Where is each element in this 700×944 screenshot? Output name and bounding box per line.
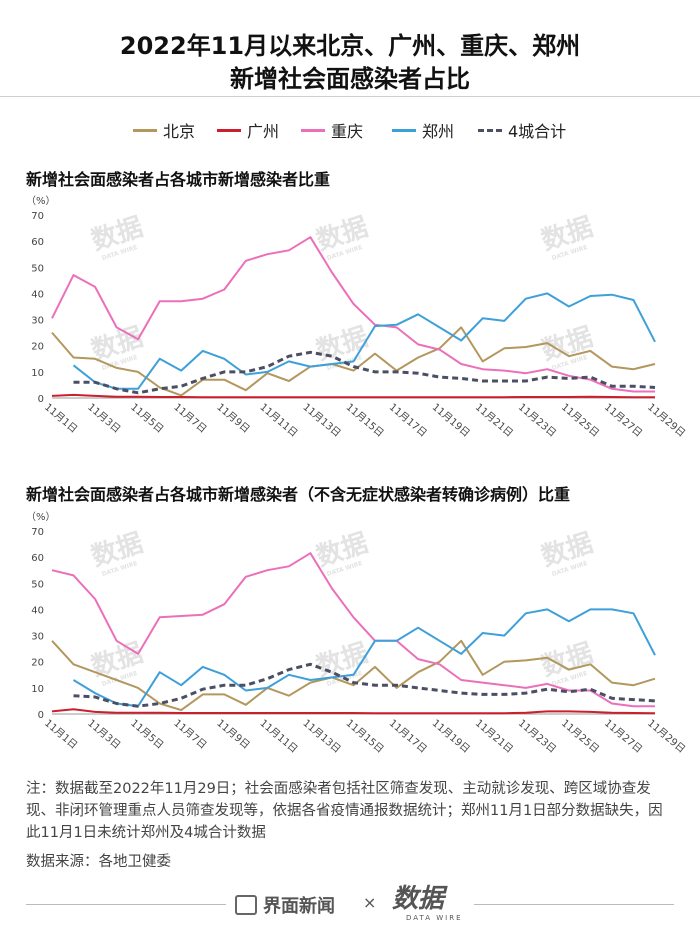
x-tick-label: 11月5日: [128, 401, 166, 435]
jiemian-label: 界面新闻: [263, 896, 335, 917]
series-line-北京: [51, 639, 656, 712]
chart1-title: 新增社会面感染者占各城市新增感染者比重: [26, 170, 331, 189]
y-tick-label: 20: [31, 342, 44, 353]
datawire-label: 数据: [392, 884, 445, 914]
x-tick-label: 11月13日: [301, 717, 344, 755]
times-symbol: ×: [363, 893, 377, 912]
legend-label: 重庆: [331, 122, 364, 141]
series-line-郑州: [72, 292, 656, 390]
x-tick-label: 11月21日: [473, 401, 516, 439]
footnote: 注：数据截至2022年11月29日；社会面感染者包括社区筛查发现、主动就诊发现、…: [26, 781, 663, 841]
y-tick-label: 50: [31, 263, 44, 274]
x-tick-label: 11月9日: [214, 401, 252, 435]
y-tick-label: 60: [31, 553, 44, 564]
series-line-4城合计: [73, 662, 656, 708]
legend-swatch: [392, 128, 416, 132]
series-line-重庆: [51, 236, 655, 393]
page-title-line1: 2022年11月以来北京、广州、重庆、郑州: [119, 32, 581, 60]
legend-label: 北京: [163, 122, 196, 141]
x-tick-label: 11月21日: [473, 717, 516, 755]
y-tick-label: 10: [31, 684, 44, 695]
legend: 北京 广州 重庆 郑州 4城合计: [0, 118, 700, 142]
legend-item-chongqing: 重庆: [301, 118, 363, 142]
legend-item-total: 4城合计: [478, 118, 566, 142]
legend-label: 4城合计: [508, 122, 567, 141]
page-title-line2: 新增社会面感染者占比: [230, 65, 470, 93]
legend-label: 郑州: [422, 122, 455, 141]
legend-item-zhengzhou: 郑州: [392, 118, 454, 142]
legend-item-guangzhou: 广州: [217, 118, 279, 142]
footer-divider-left: [26, 904, 226, 905]
x-tick-label: 11月11日: [257, 717, 300, 755]
series-line-郑州: [72, 608, 656, 708]
jiemian-logo: 界面新闻: [235, 892, 335, 918]
x-tick-label: 11月23日: [516, 401, 559, 439]
x-tick-label: 11月25日: [559, 717, 602, 755]
datawire-sub: DATA WIRE: [406, 914, 463, 922]
x-tick-label: 11月13日: [301, 401, 344, 439]
datawire-logo: 数据 DATA WIRE: [392, 884, 461, 922]
x-tick-label: 11月25日: [559, 401, 602, 439]
y-unit-label: （%）: [26, 195, 56, 207]
x-tick-label: 11月15日: [344, 717, 387, 755]
y-tick-label: 30: [31, 316, 44, 327]
legend-label: 广州: [247, 122, 280, 141]
x-tick-label: 11月17日: [387, 401, 430, 439]
x-tick-label: 11月19日: [430, 717, 473, 755]
x-tick-label: 11月19日: [430, 401, 473, 439]
legend-swatch: [301, 128, 325, 132]
y-tick-label: 20: [31, 658, 44, 669]
y-tick-label: 60: [31, 237, 44, 248]
y-tick-label: 70: [31, 211, 44, 222]
x-tick-label: 11月15日: [344, 401, 387, 439]
series-line-4城合计: [73, 350, 656, 395]
jiemian-icon: [235, 895, 257, 915]
x-tick-label: 11月9日: [214, 717, 252, 751]
series-line-广州: [51, 393, 655, 399]
x-tick-label: 11月1日: [42, 401, 80, 435]
legend-swatch: [133, 128, 157, 132]
x-tick-label: 11月1日: [42, 717, 80, 751]
y-tick-label: 40: [31, 289, 44, 300]
y-tick-label: 30: [31, 632, 44, 643]
x-tick-label: 11月29日: [645, 717, 688, 755]
y-unit-label: （%）: [26, 511, 56, 523]
y-tick-label: 0: [38, 710, 44, 721]
y-tick-label: 50: [31, 579, 44, 590]
y-tick-label: 70: [31, 527, 44, 538]
x-tick-label: 11月3日: [85, 717, 123, 751]
x-tick-label: 11月27日: [602, 401, 645, 439]
y-tick-label: 10: [31, 368, 44, 379]
chart2-title: 新增社会面感染者占各城市新增感染者（不含无症状感染者转确诊病例）比重: [26, 485, 571, 504]
y-tick-label: 0: [38, 394, 44, 405]
x-tick-label: 11月7日: [171, 717, 209, 751]
title-divider: [0, 96, 700, 97]
series-line-广州: [51, 708, 656, 715]
legend-swatch: [217, 128, 241, 132]
data-source: 数据来源：各地卫健委: [26, 854, 171, 870]
x-tick-label: 11月11日: [257, 401, 300, 439]
series-line-北京: [51, 326, 656, 397]
x-tick-label: 11月17日: [387, 717, 430, 755]
x-tick-label: 11月23日: [516, 717, 559, 755]
series-line-重庆: [51, 552, 655, 708]
x-tick-label: 11月7日: [171, 401, 209, 435]
y-tick-label: 40: [31, 605, 44, 616]
x-tick-label: 11月27日: [602, 717, 645, 755]
legend-swatch: [478, 128, 502, 132]
x-tick-label: 11月3日: [85, 401, 123, 435]
footer-divider-right: [474, 904, 674, 905]
legend-item-beijing: 北京: [133, 118, 195, 142]
x-tick-label: 11月29日: [645, 401, 688, 439]
footer: 界面新闻 × 数据 DATA WIRE: [0, 884, 700, 924]
x-tick-label: 11月5日: [128, 717, 166, 751]
